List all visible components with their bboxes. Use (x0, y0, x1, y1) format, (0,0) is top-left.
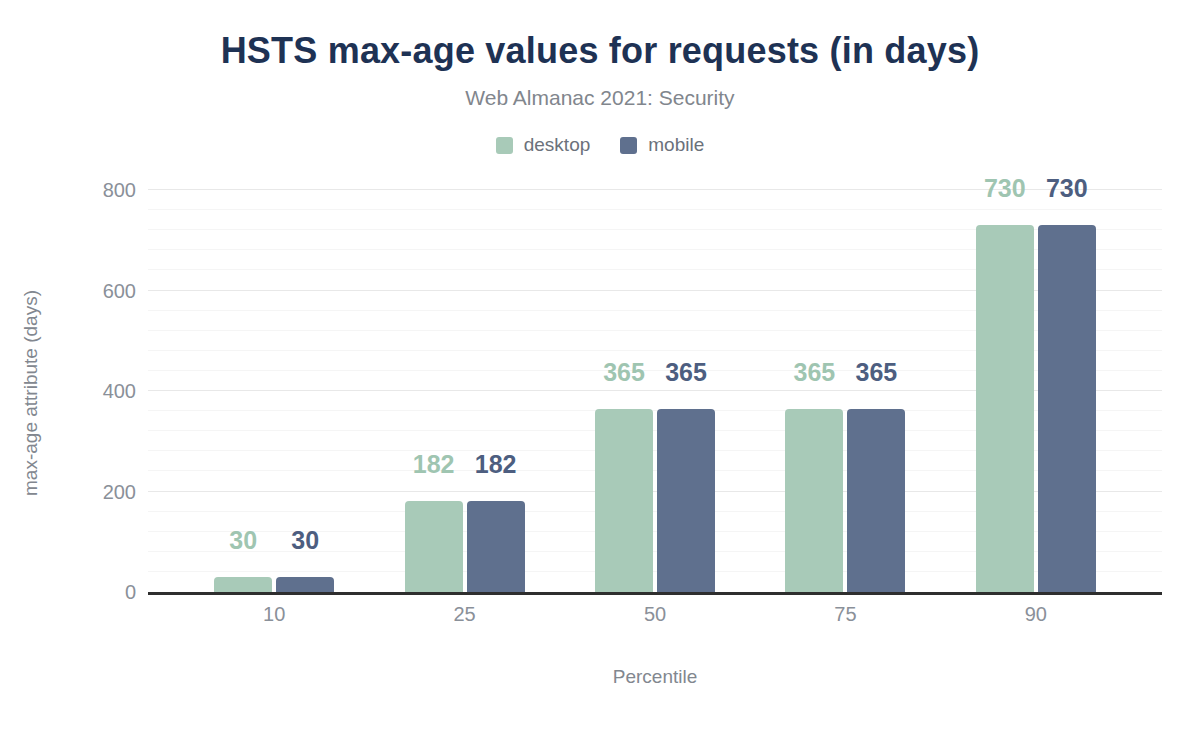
y-tick-label: 200 (103, 480, 136, 503)
bar-group-p10: 30 30 (179, 190, 369, 592)
bar-value-label-mobile-p25: 182 (475, 450, 517, 479)
bar-group-p90: 730730 (941, 190, 1131, 592)
y-axis-tick-labels: 0200400600800 (62, 190, 148, 592)
x-axis-title: Percentile (613, 666, 698, 687)
y-tick-label: 800 (103, 179, 136, 202)
bar-value-label-mobile-p50: 365 (665, 358, 707, 387)
bar-group-p75: 365365 (750, 190, 940, 592)
bar-desktop-p75: 365 (785, 409, 843, 592)
legend-label-mobile: mobile (648, 134, 704, 156)
bar-value-label-desktop-p50: 365 (603, 358, 645, 387)
chart: HSTS max-age values for requests (in day… (0, 0, 1200, 742)
legend-swatch-desktop-icon (496, 137, 513, 154)
legend-swatch-mobile-icon (620, 137, 637, 154)
y-tick-label: 600 (103, 279, 136, 302)
bar-value-label-desktop-p75: 365 (794, 358, 836, 387)
x-axis-title-row: Percentile (148, 666, 1162, 688)
y-tick-label: 0 (125, 581, 136, 604)
bar-value-label-desktop-p25: 182 (413, 450, 455, 479)
bar-group-p50: 365365 (560, 190, 750, 592)
bar-desktop-p25: 182 (405, 501, 463, 592)
x-tick-label: 10 (179, 603, 369, 626)
chart-title: HSTS max-age values for requests (in day… (0, 30, 1200, 72)
legend-item-desktop: desktop (496, 134, 591, 156)
x-axis-tick-labels: 1025507590 (148, 603, 1162, 626)
bar-mobile-p25: 182 (467, 501, 525, 592)
bar-value-label-desktop-p90: 730 (984, 174, 1026, 203)
x-tick-label: 50 (560, 603, 750, 626)
bar-value-label-mobile-p10: 30 (291, 526, 319, 555)
bar-value-label-mobile-p75: 365 (856, 358, 898, 387)
x-tick-label: 90 (941, 603, 1131, 626)
bar-desktop-p90: 730 (976, 225, 1034, 592)
bar-value-label-desktop-p10: 30 (229, 526, 257, 555)
bar-desktop-p10: 30 (214, 577, 272, 592)
legend-item-mobile: mobile (620, 134, 704, 156)
chart-subtitle: Web Almanac 2021: Security (0, 86, 1200, 110)
bar-mobile-p90: 730 (1038, 225, 1096, 592)
bar-desktop-p50: 365 (595, 409, 653, 592)
x-tick-label: 75 (750, 603, 940, 626)
bar-mobile-p10: 30 (276, 577, 334, 592)
x-tick-label: 25 (369, 603, 559, 626)
legend: desktop mobile (0, 134, 1200, 156)
y-axis-title-col: max-age attribute (days) (0, 190, 62, 595)
legend-label-desktop: desktop (524, 134, 591, 156)
bar-mobile-p75: 365 (847, 409, 905, 592)
bar-mobile-p50: 365 (657, 409, 715, 592)
bar-value-label-mobile-p90: 730 (1046, 174, 1088, 203)
plot-area: 3030182182365365365365730730 (148, 190, 1162, 595)
bar-group-p25: 182182 (369, 190, 559, 592)
y-axis-title: max-age attribute (days) (20, 290, 42, 496)
y-tick-label: 400 (103, 380, 136, 403)
chart-body: max-age attribute (days) 0200400600800 3… (0, 190, 1200, 595)
